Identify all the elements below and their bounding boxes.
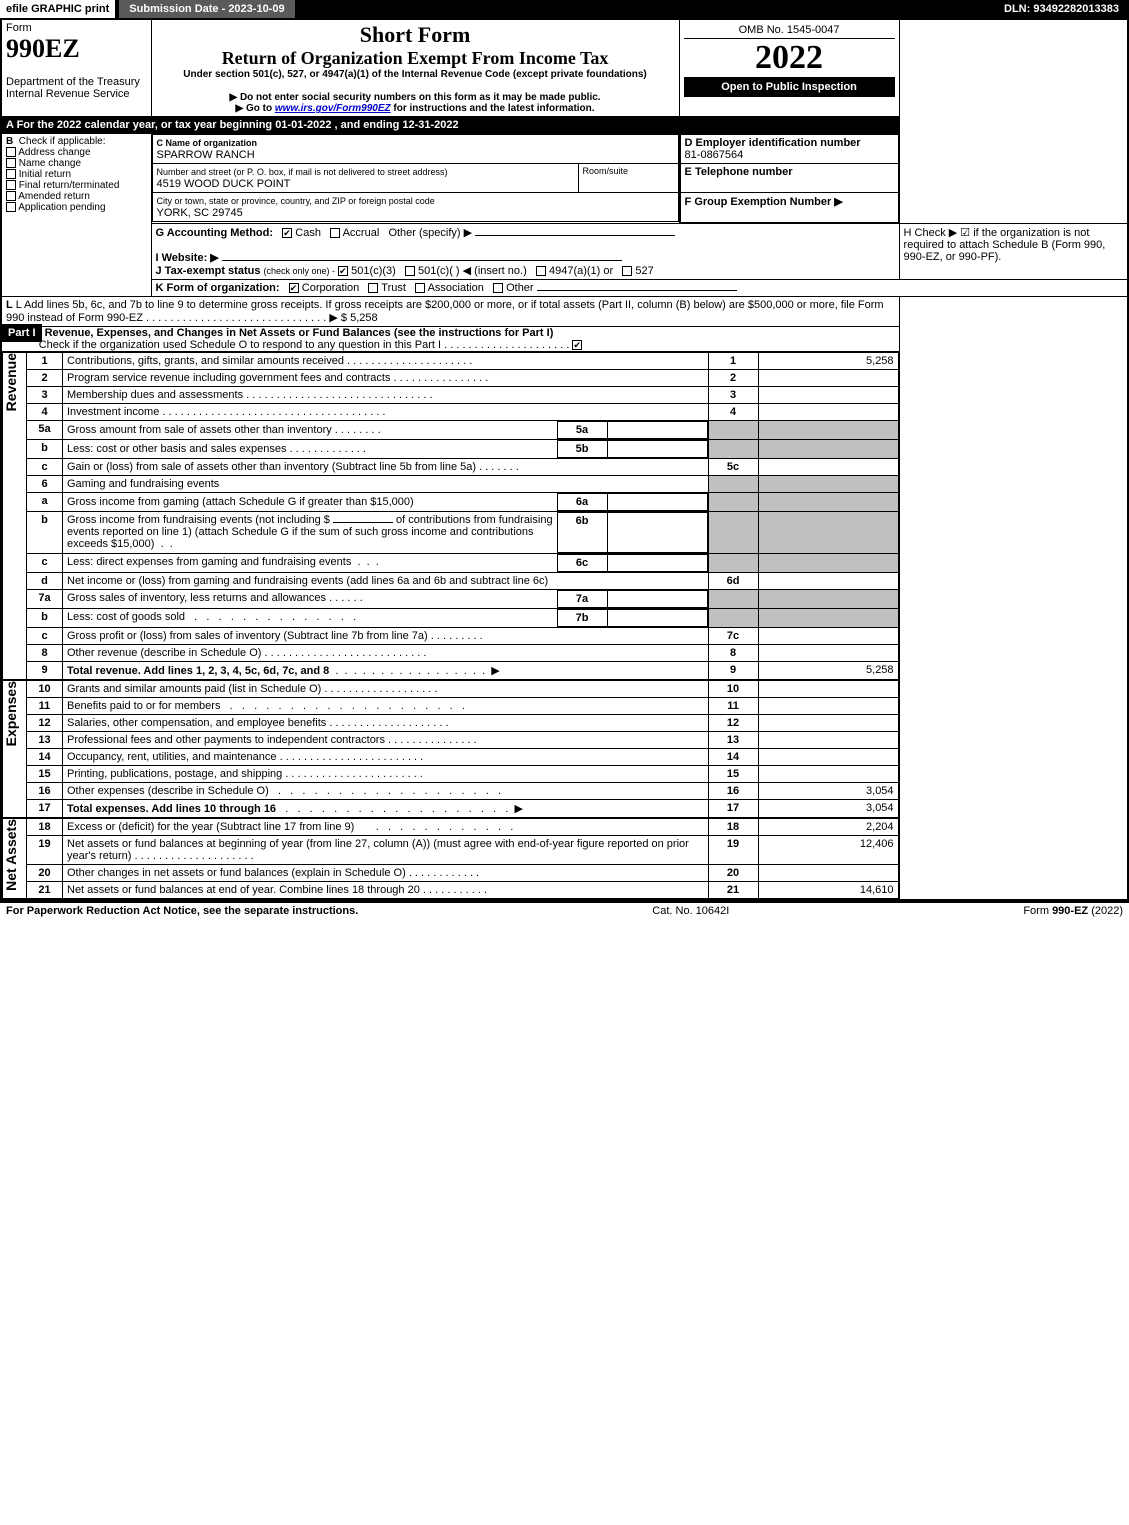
website-input[interactable]	[222, 260, 622, 261]
line21-amount: 14,610	[758, 881, 898, 898]
tax-exempt-label: J Tax-exempt status	[156, 265, 261, 277]
right-title-cell: OMB No. 1545-0047 2022 Open to Public In…	[679, 19, 899, 117]
section-h-cell: H Check ▶ ☑ if the organization is not r…	[899, 224, 1128, 280]
line1-amount: 5,258	[758, 353, 898, 370]
org-name-cell: C Name of organization SPARROW RANCH	[152, 135, 678, 164]
return-title: Return of Organization Exempt From Incom…	[156, 48, 675, 69]
501c-checkbox[interactable]	[405, 266, 415, 276]
open-to-public: Open to Public Inspection	[684, 77, 895, 97]
assoc-checkbox[interactable]	[415, 283, 425, 293]
under-section: Under section 501(c), 527, or 4947(a)(1)…	[156, 69, 675, 80]
line16-amount: 3,054	[758, 782, 898, 799]
phone-label: E Telephone number	[685, 166, 793, 178]
accrual-checkbox[interactable]	[330, 228, 340, 238]
line19-amount: 12,406	[758, 835, 898, 864]
room-suite-cell: Room/suite	[578, 164, 678, 193]
submission-date: Submission Date - 2023-10-09	[119, 0, 294, 18]
application-pending-checkbox[interactable]	[6, 202, 16, 212]
street-address-cell: Number and street (or P. O. box, if mail…	[152, 164, 578, 193]
section-d-cell: D Employer identification number81-08675…	[679, 134, 899, 224]
short-form-title: Short Form	[156, 22, 675, 48]
page-footer: For Paperwork Reduction Act Notice, see …	[0, 901, 1129, 919]
ssn-warning: ▶ Do not enter social security numbers o…	[156, 92, 675, 103]
line17-amount: 3,054	[758, 799, 898, 818]
line9-amount: 5,258	[758, 661, 898, 680]
corp-checkbox[interactable]	[289, 283, 299, 293]
org-name: SPARROW RANCH	[157, 149, 255, 161]
section-c-cell: C Name of organization SPARROW RANCH Num…	[151, 134, 679, 224]
footer-center: Cat. No. 10642I	[652, 905, 729, 917]
part1-title: Revenue, Expenses, and Changes in Net As…	[45, 327, 554, 339]
section-k-cell: K Form of organization: Corporation Trus…	[151, 280, 1128, 297]
dln-label: DLN: 93492282013383	[994, 0, 1129, 18]
section-g-cell: G Accounting Method: Cash Accrual Other …	[151, 224, 899, 280]
section-a: A For the 2022 calendar year, or tax yea…	[1, 117, 899, 134]
ein-value: 81-0867564	[685, 149, 744, 161]
tax-year: 2022	[684, 39, 895, 77]
irs-url-link[interactable]: www.irs.gov/Form990EZ	[275, 103, 391, 114]
cash-checkbox[interactable]	[282, 228, 292, 238]
omb-number: OMB No. 1545-0047	[684, 22, 895, 39]
501c3-checkbox[interactable]	[338, 266, 348, 276]
part1-label: Part I	[2, 324, 42, 342]
section-l-cell: L L Add lines 5b, 6c, and 7b to line 9 t…	[1, 297, 899, 327]
dept-label: Department of the Treasury	[6, 76, 140, 88]
revenue-vertical-label: Revenue	[3, 353, 27, 680]
4947-checkbox[interactable]	[536, 266, 546, 276]
amended-return-checkbox[interactable]	[6, 191, 16, 201]
netassets-vertical-label: Net Assets	[3, 818, 27, 899]
gross-receipts-amount: ▶ $ 5,258	[329, 312, 377, 324]
form-number: 990EZ	[6, 34, 80, 63]
ein-label: D Employer identification number	[685, 137, 861, 149]
footer-left: For Paperwork Reduction Act Notice, see …	[6, 905, 358, 917]
schedule-o-checkbox[interactable]	[572, 340, 582, 350]
initial-return-checkbox[interactable]	[6, 169, 16, 179]
city-state-zip: YORK, SC 29745	[157, 207, 243, 219]
website-label: I Website: ▶	[156, 252, 219, 264]
form-id-cell: Form 990EZ Department of the Treasury In…	[1, 19, 151, 117]
527-checkbox[interactable]	[622, 266, 632, 276]
section-b-cell: B Check if applicable: Address change Na…	[1, 134, 151, 297]
form-word: Form	[6, 22, 32, 34]
expenses-vertical-label: Expenses	[3, 680, 27, 818]
footer-right: Form 990-EZ (2022)	[1023, 905, 1123, 917]
address-change-checkbox[interactable]	[6, 147, 16, 157]
irs-label: Internal Revenue Service	[6, 88, 130, 100]
name-change-checkbox[interactable]	[6, 158, 16, 168]
city-cell: City or town, state or province, country…	[152, 193, 678, 222]
street-address: 4519 WOOD DUCK POINT	[157, 178, 291, 190]
efile-label: efile GRAPHIC print	[0, 0, 115, 18]
title-center-cell: Short Form Return of Organization Exempt…	[151, 19, 679, 117]
part1-header-row: Part I Revenue, Expenses, and Changes in…	[1, 327, 899, 352]
top-header-bar: efile GRAPHIC print Submission Date - 20…	[0, 0, 1129, 18]
line18-amount: 2,204	[758, 818, 898, 836]
other-org-checkbox[interactable]	[493, 283, 503, 293]
group-exemption-label: F Group Exemption Number ▶	[685, 196, 843, 208]
form-table: Form 990EZ Department of the Treasury In…	[0, 18, 1129, 901]
other-method-input[interactable]	[475, 235, 675, 236]
final-return-checkbox[interactable]	[6, 180, 16, 190]
trust-checkbox[interactable]	[368, 283, 378, 293]
goto-link[interactable]: ▶ Go to www.irs.gov/Form990EZ for instru…	[156, 103, 675, 114]
